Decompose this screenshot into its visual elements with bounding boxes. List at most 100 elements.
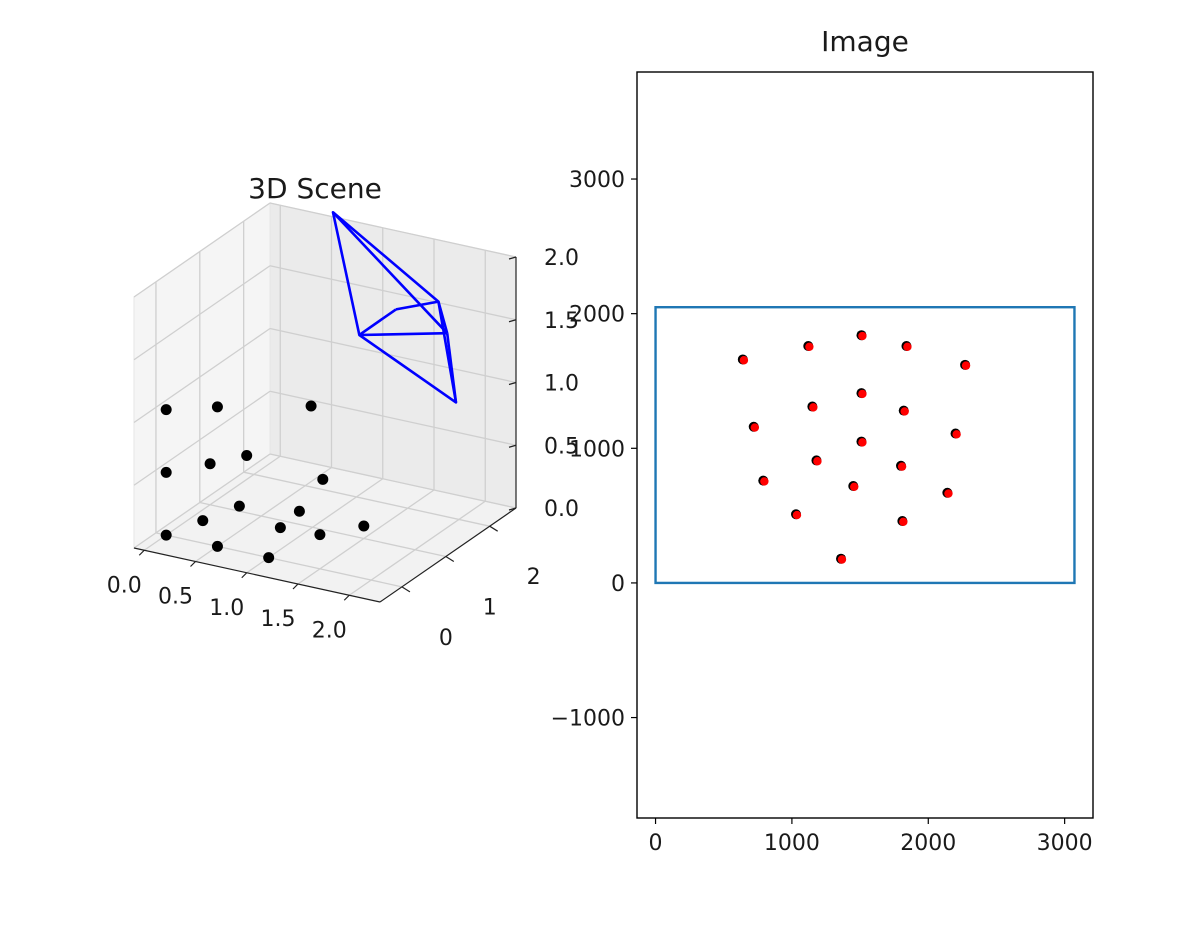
observed-point	[858, 389, 867, 399]
scene-point	[263, 552, 275, 564]
grid-z-back	[269, 265, 517, 321]
observed-point	[809, 403, 818, 412]
scene-3d-gridlines	[133, 202, 517, 603]
y-tick-label: 2000	[569, 303, 625, 328]
observed-point	[760, 477, 769, 486]
x-tick-label: 0.5	[158, 585, 193, 610]
x-tick-mark	[190, 561, 196, 567]
x-tick-label: 1.5	[261, 607, 296, 632]
scene-point	[211, 401, 223, 413]
z-tick-label: 1.5	[544, 309, 579, 334]
observed-point	[858, 331, 867, 341]
grid-z-side	[133, 202, 271, 298]
scene-3d-panes	[132, 202, 518, 603]
scene-point	[317, 473, 329, 485]
z-tick-label: 0.5	[544, 434, 579, 459]
scene-point	[197, 515, 209, 527]
grid-z-side	[133, 265, 271, 361]
camera-ray	[359, 331, 448, 337]
scene-3d-title: 3D Scene	[248, 172, 382, 205]
scene-point	[293, 505, 305, 517]
observed-point	[903, 342, 912, 351]
grid-y-floor	[155, 532, 403, 588]
x-tick-mark	[292, 583, 299, 590]
z-tick-label: 0.0	[544, 497, 579, 522]
z-tick-label: 2.0	[544, 246, 579, 271]
y-tick-mark	[489, 525, 498, 532]
y-tick-label: 1	[483, 596, 497, 621]
grid-z-side	[133, 390, 271, 486]
scene-point	[204, 458, 216, 470]
y-tick-label: −1000	[551, 707, 625, 732]
observed-point	[897, 462, 907, 471]
camera-up-marker	[358, 308, 397, 337]
x-tick-mark	[343, 594, 350, 601]
x-tick-mark	[241, 572, 248, 579]
z-tick-mark	[508, 381, 517, 386]
x-tick-mark	[138, 549, 145, 556]
x-tick-label: 1.0	[209, 596, 244, 621]
observed-point	[961, 361, 971, 370]
x-tick-label: 3000	[1037, 831, 1093, 856]
camera-ray	[437, 301, 449, 334]
scene-point	[358, 520, 370, 532]
observed-point	[792, 510, 802, 520]
scene-3d-points	[160, 400, 370, 564]
observed-point	[837, 555, 847, 564]
y-tick-label: 2	[527, 565, 541, 590]
image-axes: Image 0 1000 2000 3000 −1000 0 1000 2000 3000	[551, 25, 1094, 856]
observed-point	[858, 438, 867, 447]
observed-point	[900, 407, 909, 416]
z-tick-mark	[508, 256, 517, 260]
x-tick-label: 0.0	[107, 573, 142, 598]
x-axis-line	[133, 547, 381, 603]
scene-point	[305, 400, 317, 412]
grid-x-floor	[348, 500, 486, 596]
observed-point	[899, 517, 908, 527]
y-tick-mark	[445, 556, 455, 563]
image-bounds	[654, 306, 1076, 585]
z-tick-label: 1.0	[544, 372, 579, 397]
grid-z-back	[269, 390, 517, 446]
x-tick-label: 2000	[900, 831, 956, 856]
x-tick-label: 1000	[764, 831, 820, 856]
observed-point	[750, 423, 760, 432]
grid-z-side	[133, 453, 271, 549]
z-tick-mark	[508, 319, 517, 323]
scene-point	[160, 404, 172, 416]
x-tick-label: 0	[649, 831, 663, 856]
scene-3d-axes: 3D Scene 0.0 0.5 1.0 1.5 2.0 0 1 2 0.0 0.5 1.0 1.5 2…	[107, 172, 579, 651]
grid-y-floor	[243, 471, 490, 527]
grid-x-floor	[297, 489, 435, 585]
image-bounds-rect	[654, 306, 1076, 585]
scene-3d-ticks: 0.0 0.5 1.0 1.5 2.0 0 1 2 0.0 0.5 1.0 1.5 2.0	[107, 246, 579, 651]
y-axis-line	[379, 507, 517, 603]
y-tick-label: 0	[611, 572, 625, 597]
grid-y-floor	[199, 501, 446, 558]
scene-point	[211, 540, 223, 552]
scene-3d-camera-frustum	[331, 210, 458, 404]
image-title: Image	[821, 25, 909, 58]
camera-ray	[332, 211, 449, 335]
z-tick-mark	[508, 444, 517, 448]
y-tick-mark	[401, 586, 411, 593]
observed-point	[805, 342, 814, 351]
grid-z-side	[133, 327, 271, 424]
observed-point	[952, 430, 961, 439]
y-tick-label: 3000	[569, 168, 625, 193]
scene-point	[160, 529, 172, 541]
observed-point	[850, 482, 859, 492]
scene-point	[233, 500, 245, 512]
camera-ray	[445, 333, 458, 403]
y-tick-label: 1000	[569, 437, 625, 462]
observed-point	[813, 457, 822, 466]
grid-z-back	[269, 453, 517, 509]
x-tick-label: 2.0	[312, 618, 347, 643]
scene-point	[160, 466, 172, 478]
y-tick-label: 0	[439, 626, 453, 651]
observed-point	[739, 356, 749, 365]
grid-z-back	[269, 327, 517, 384]
camera-up-marker	[395, 300, 439, 311]
scene-point	[314, 529, 326, 541]
